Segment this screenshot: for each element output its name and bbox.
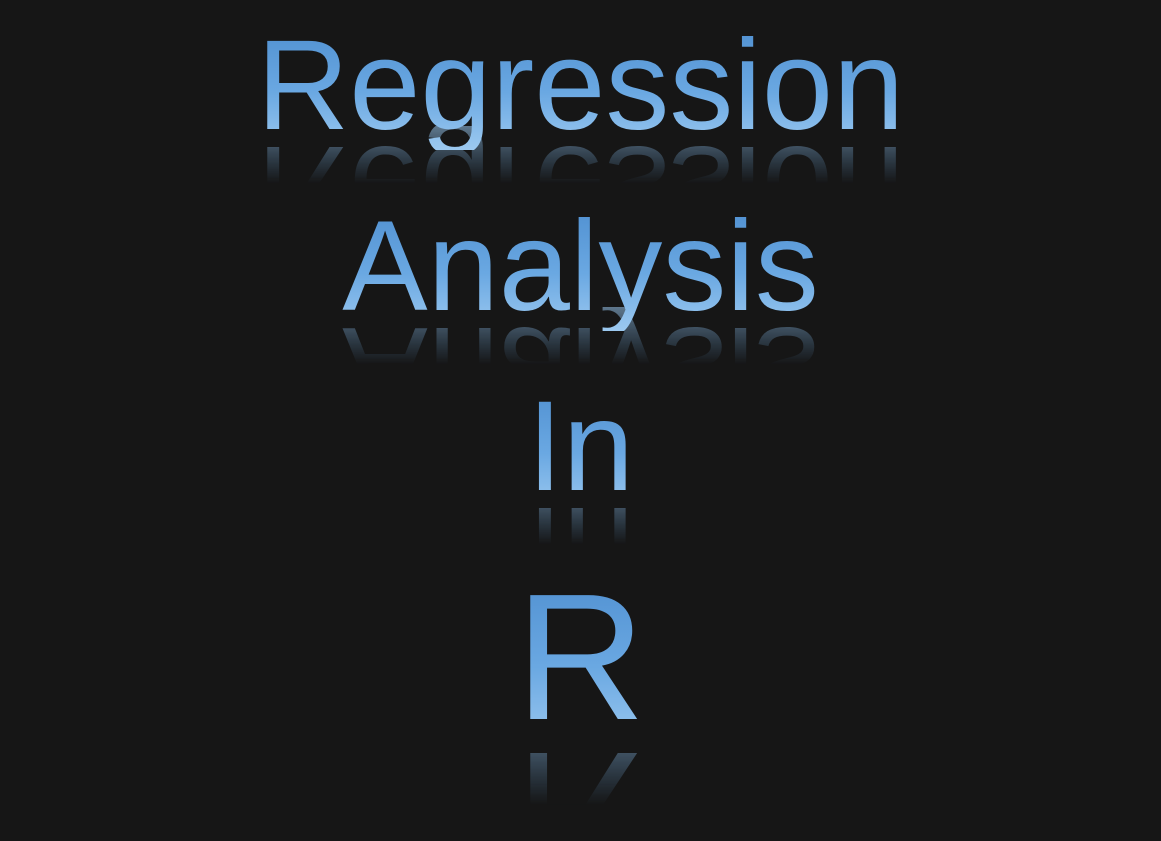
- title-line-analysis: Analysis: [0, 203, 1161, 331]
- title-line-in: In: [0, 383, 1161, 511]
- title-line-regression: Regression: [0, 22, 1161, 150]
- title-line-r: R: [0, 568, 1161, 748]
